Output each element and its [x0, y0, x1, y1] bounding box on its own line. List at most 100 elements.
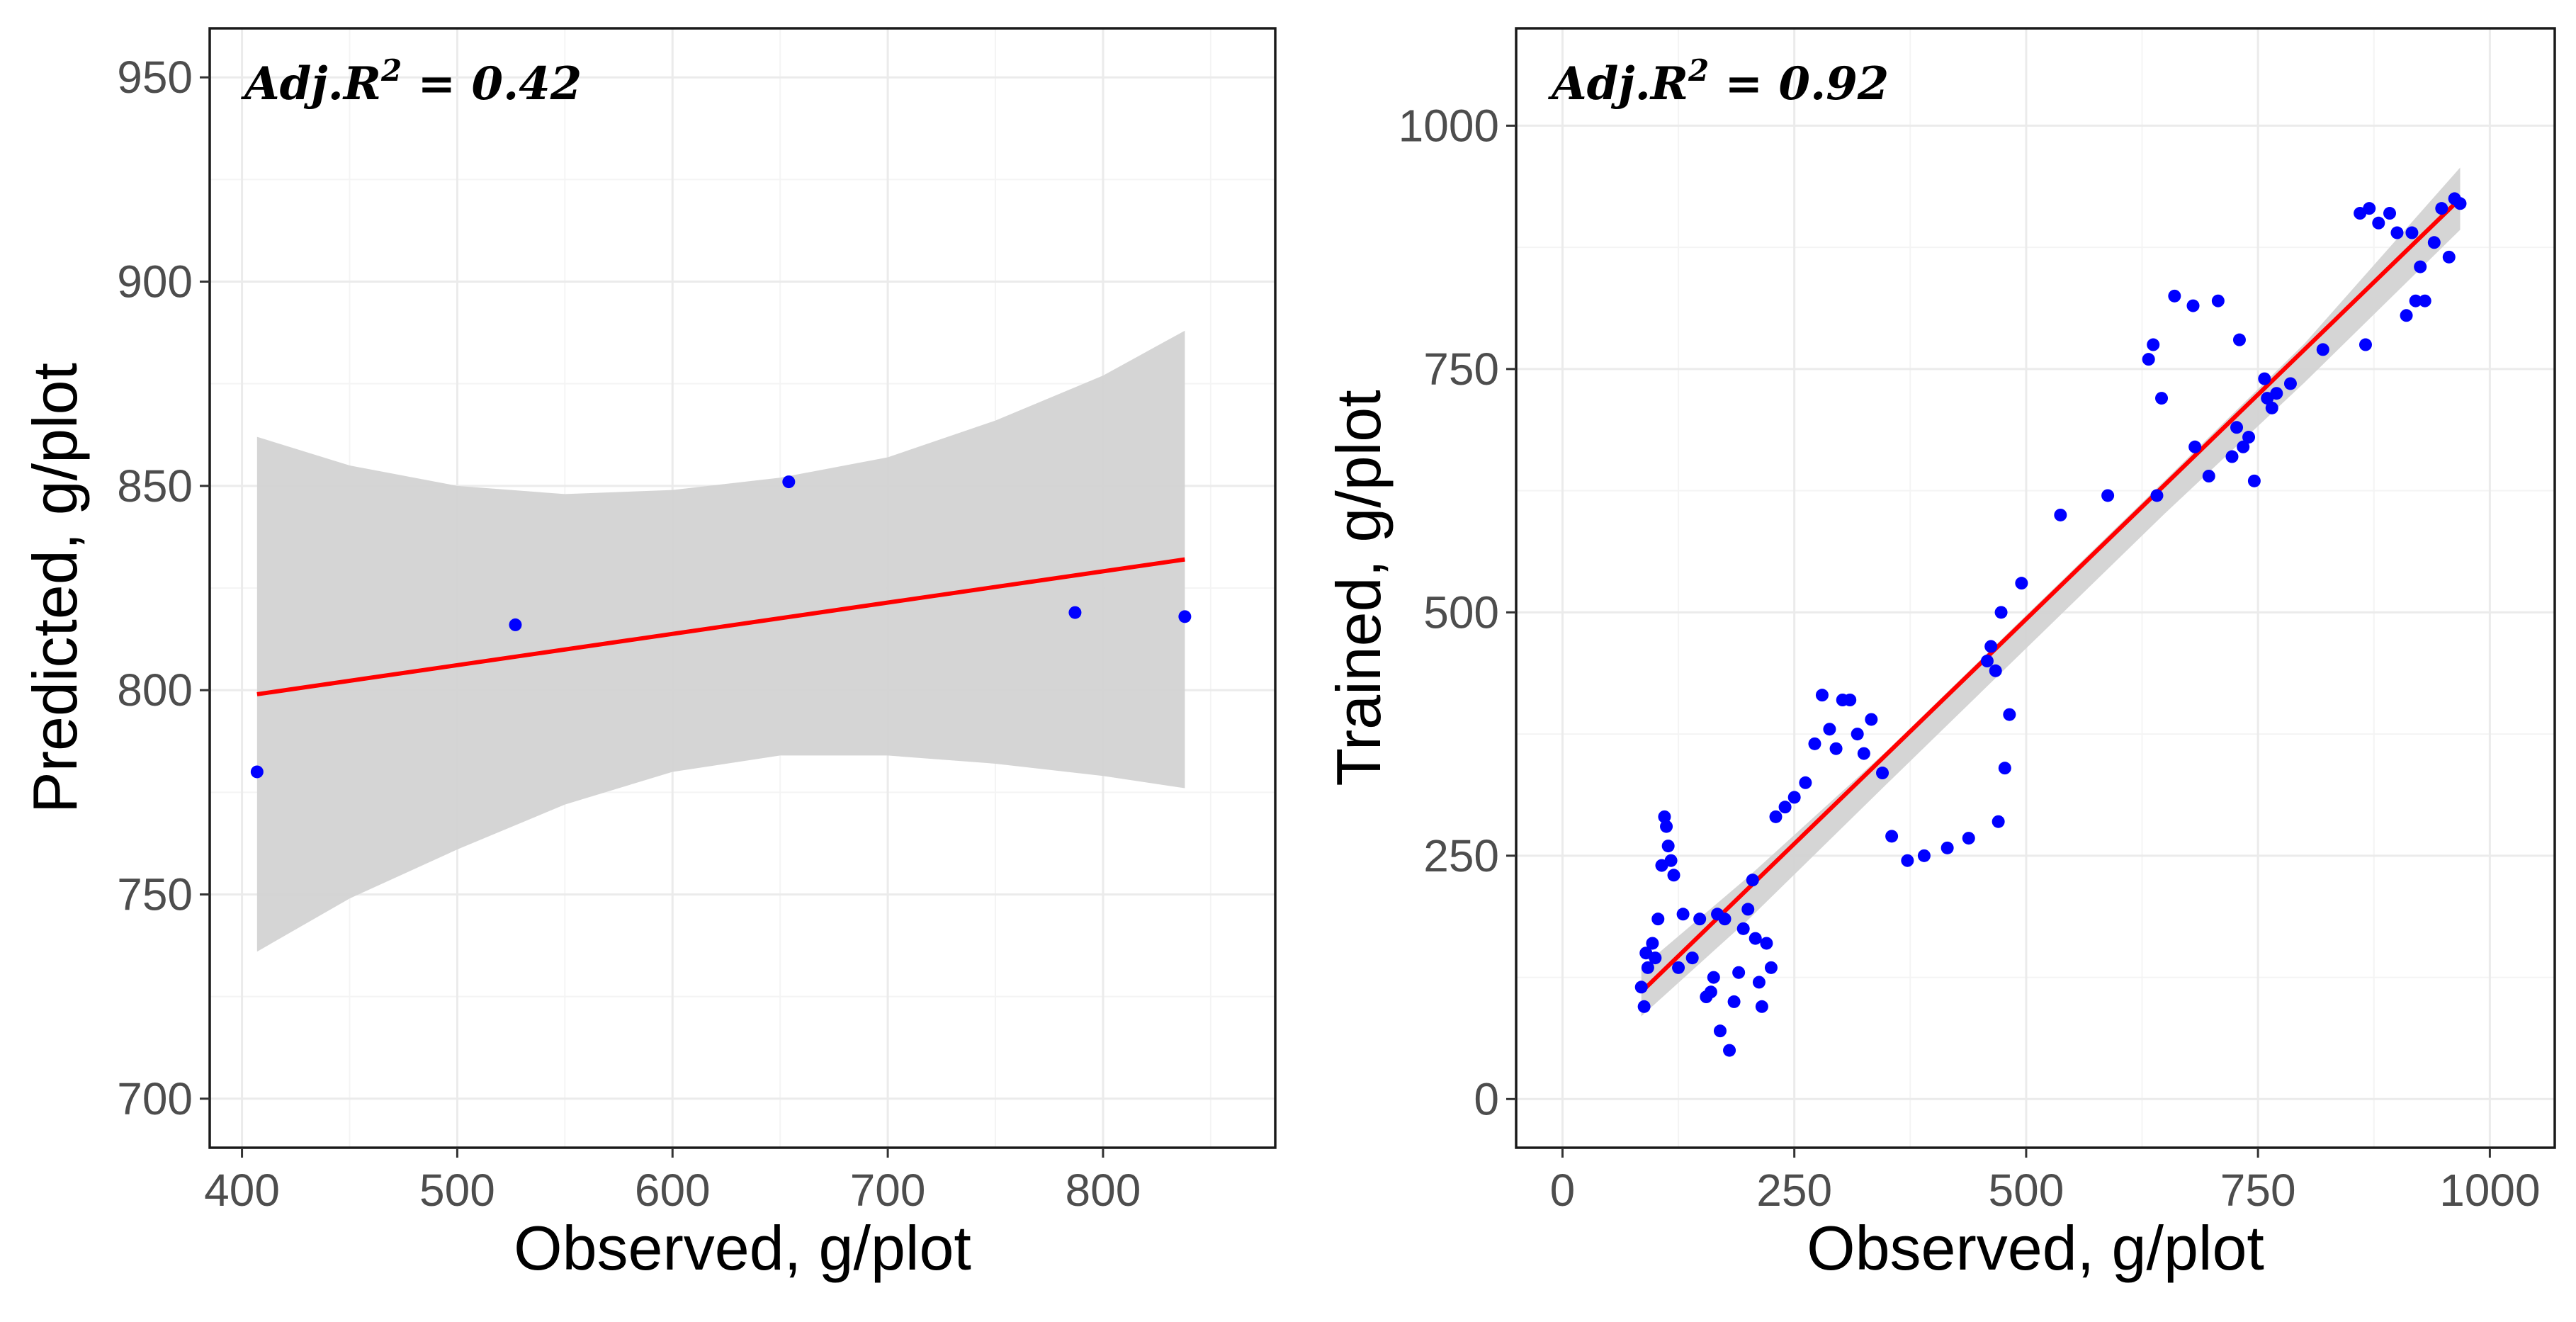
right-data-point — [1808, 737, 1821, 750]
right-data-point — [2453, 197, 2467, 210]
left-x-tick-label: 800 — [1066, 1165, 1141, 1216]
right-data-point — [1637, 1000, 1651, 1013]
left-y-tick-label: 750 — [117, 869, 193, 920]
right-data-point — [1755, 1000, 1768, 1013]
right-data-point — [1843, 694, 1857, 706]
right-points — [1634, 192, 2467, 1057]
left-axis-ticks — [200, 76, 1105, 1158]
right-data-point — [2270, 387, 2283, 400]
right-adj-r2-annotation: Adj.R2 = 0.92 — [1548, 53, 1889, 111]
right-data-point — [1829, 742, 1843, 755]
right-data-point — [1815, 689, 1829, 702]
right-data-point — [1876, 767, 1889, 780]
right-y-tick-label: 250 — [1423, 830, 1499, 881]
right-data-point — [2230, 421, 2244, 434]
right-data-point — [1994, 606, 2008, 619]
right-x-tick-label: 750 — [2220, 1165, 2296, 1216]
right-data-point — [2003, 708, 2016, 721]
right-y-tick-label: 1000 — [1399, 100, 1499, 151]
right-data-point — [1752, 976, 1766, 989]
right-panel: 0 250 500 750 1000 0 250 500 750 1000 Adj.R2 = 0… — [1323, 27, 2556, 1283]
right-data-point — [1984, 640, 1998, 653]
right-y-tick-label: 500 — [1423, 587, 1499, 638]
right-data-point — [1685, 951, 1699, 965]
left-data-point — [782, 475, 796, 489]
right-panel-border — [1515, 27, 2556, 1149]
right-data-point — [1885, 830, 1899, 843]
right-x-axis-title: Observed, g/plot — [1807, 1213, 2264, 1283]
right-data-point — [2155, 392, 2169, 405]
right-data-point — [1901, 854, 1914, 867]
left-y-tick-label: 850 — [117, 461, 193, 512]
left-y-axis-title: Predicted, g/plot — [20, 363, 90, 813]
right-confidence-band — [1641, 167, 2461, 1017]
right-data-point — [1865, 713, 1878, 726]
right-data-point — [1641, 961, 1654, 974]
left-x-axis-title: Observed, g/plot — [514, 1213, 971, 1283]
right-x-tick-label: 250 — [1756, 1165, 1832, 1216]
right-data-point — [2232, 333, 2246, 346]
right-data-point — [1658, 810, 1671, 823]
right-data-point — [2147, 338, 2160, 351]
right-data-point — [1823, 723, 1836, 736]
right-data-point — [1778, 801, 1792, 814]
left-y-tick-label: 950 — [117, 52, 193, 103]
left-data-point — [250, 765, 264, 779]
right-x-tick-labels: 0 250 500 750 1000 — [1550, 1165, 2541, 1216]
right-data-point — [1664, 854, 1678, 867]
left-x-tick-label: 500 — [419, 1165, 495, 1216]
right-data-point — [1989, 664, 2002, 677]
right-data-point — [1736, 922, 1750, 935]
right-data-point — [1962, 832, 1975, 845]
right-data-point — [2283, 377, 2297, 390]
left-x-tick-label: 600 — [635, 1165, 711, 1216]
right-data-point — [2237, 440, 2250, 453]
right-y-tick-labels: 0 250 500 750 1000 — [1399, 100, 1499, 1124]
left-x-tick-labels: 400 500 600 700 800 — [204, 1165, 1141, 1216]
right-data-point — [1787, 791, 1801, 804]
right-data-point — [1707, 971, 1720, 984]
right-x-tick-label: 0 — [1550, 1165, 1576, 1216]
right-data-point — [2316, 343, 2329, 356]
right-data-point — [2265, 401, 2278, 414]
right-data-point — [1651, 913, 1665, 926]
right-data-point — [1741, 903, 1755, 916]
right-data-point — [1713, 1024, 1727, 1038]
right-data-point — [2202, 470, 2215, 482]
right-data-point — [2258, 372, 2271, 385]
right-data-point — [1693, 913, 1707, 926]
left-adj-r2-annotation: Adj.R2 = 0.42 — [241, 53, 582, 111]
right-data-point — [1941, 841, 1954, 854]
right-data-point — [2242, 431, 2256, 444]
right-data-point — [1723, 1044, 1736, 1057]
left-x-tick-label: 400 — [204, 1165, 280, 1216]
right-data-point — [1799, 776, 1812, 789]
right-data-point — [2358, 338, 2372, 351]
right-data-point — [1718, 913, 1732, 926]
left-y-tick-label: 800 — [117, 665, 193, 716]
right-data-point — [1704, 985, 1717, 999]
left-data-point — [1068, 606, 1082, 619]
right-data-point — [1660, 820, 1673, 833]
right-x-tick-label: 500 — [1989, 1165, 2064, 1216]
right-data-point — [1746, 874, 1759, 887]
right-data-point — [1980, 655, 1994, 668]
right-data-point — [2101, 489, 2115, 502]
right-data-point — [1646, 937, 1659, 950]
right-x-tick-label: 1000 — [2439, 1165, 2540, 1216]
left-panel: 400 500 600 700 800 700 750 800 850 900 950 Adj.R… — [20, 27, 1277, 1283]
left-x-tick-label: 700 — [850, 1165, 926, 1216]
right-data-point — [2142, 353, 2155, 366]
right-data-point — [1764, 961, 1778, 974]
right-data-point — [1672, 961, 1685, 974]
right-data-point — [1667, 869, 1680, 882]
right-data-point — [2363, 202, 2376, 215]
right-data-point — [2427, 236, 2441, 249]
right-data-point — [1727, 995, 1741, 1008]
left-data-point — [509, 618, 522, 631]
right-y-tick-label: 750 — [1423, 344, 1499, 395]
right-y-tick-label: 0 — [1474, 1073, 1499, 1124]
right-data-point — [2054, 508, 2067, 521]
right-data-point — [2400, 309, 2413, 322]
